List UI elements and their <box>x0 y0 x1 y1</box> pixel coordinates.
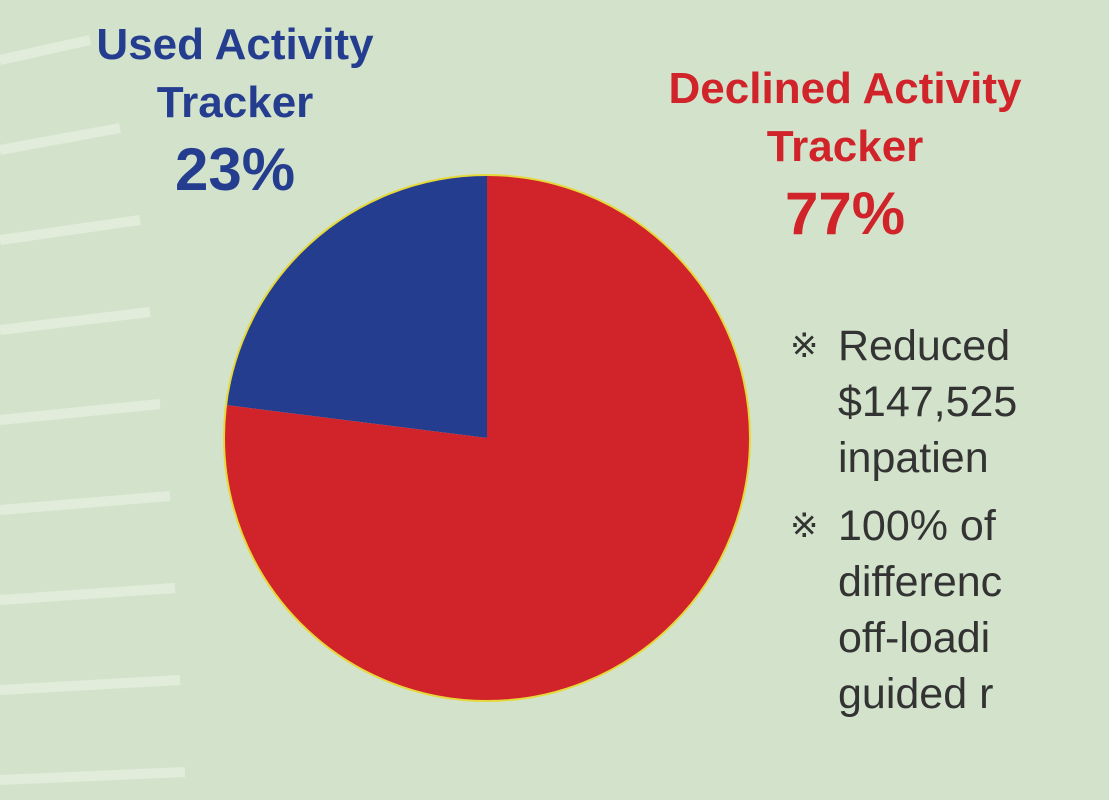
pie <box>223 174 751 702</box>
note-line: 100% of <box>838 502 996 550</box>
note-line: $147,525 <box>838 378 1018 426</box>
value-label: 77% <box>784 180 906 247</box>
bullet-marker: ※ <box>790 327 819 365</box>
slice-label: Declined Activity Tracker 77% <box>620 60 1070 252</box>
note: ※ 100% of differenc off-loadi guided r <box>790 498 1109 722</box>
category-label: Used Activity Tracker <box>96 20 374 127</box>
bullet-marker: ※ <box>790 507 819 545</box>
notes: ※ Reduced $147,525 inpatien ※ 100% of differen… <box>790 318 1109 800</box>
note-line: differenc <box>838 558 1003 606</box>
slice-label: Used Activity Tracker 23% <box>40 16 430 208</box>
note-line: off-loadi <box>838 614 991 662</box>
note-line: guided r <box>838 670 994 718</box>
category-label: Declined Activity Tracker <box>668 64 1022 171</box>
value-label: 23% <box>174 136 296 203</box>
note-line: inpatien <box>838 434 989 482</box>
pie-outline <box>223 174 751 702</box>
note-line: Reduced <box>838 322 1011 370</box>
pie-slice <box>224 175 751 701</box>
note: ※ Reduced $147,525 inpatien <box>790 318 1109 486</box>
pie-slice <box>226 175 487 438</box>
background-stripes <box>0 35 186 785</box>
